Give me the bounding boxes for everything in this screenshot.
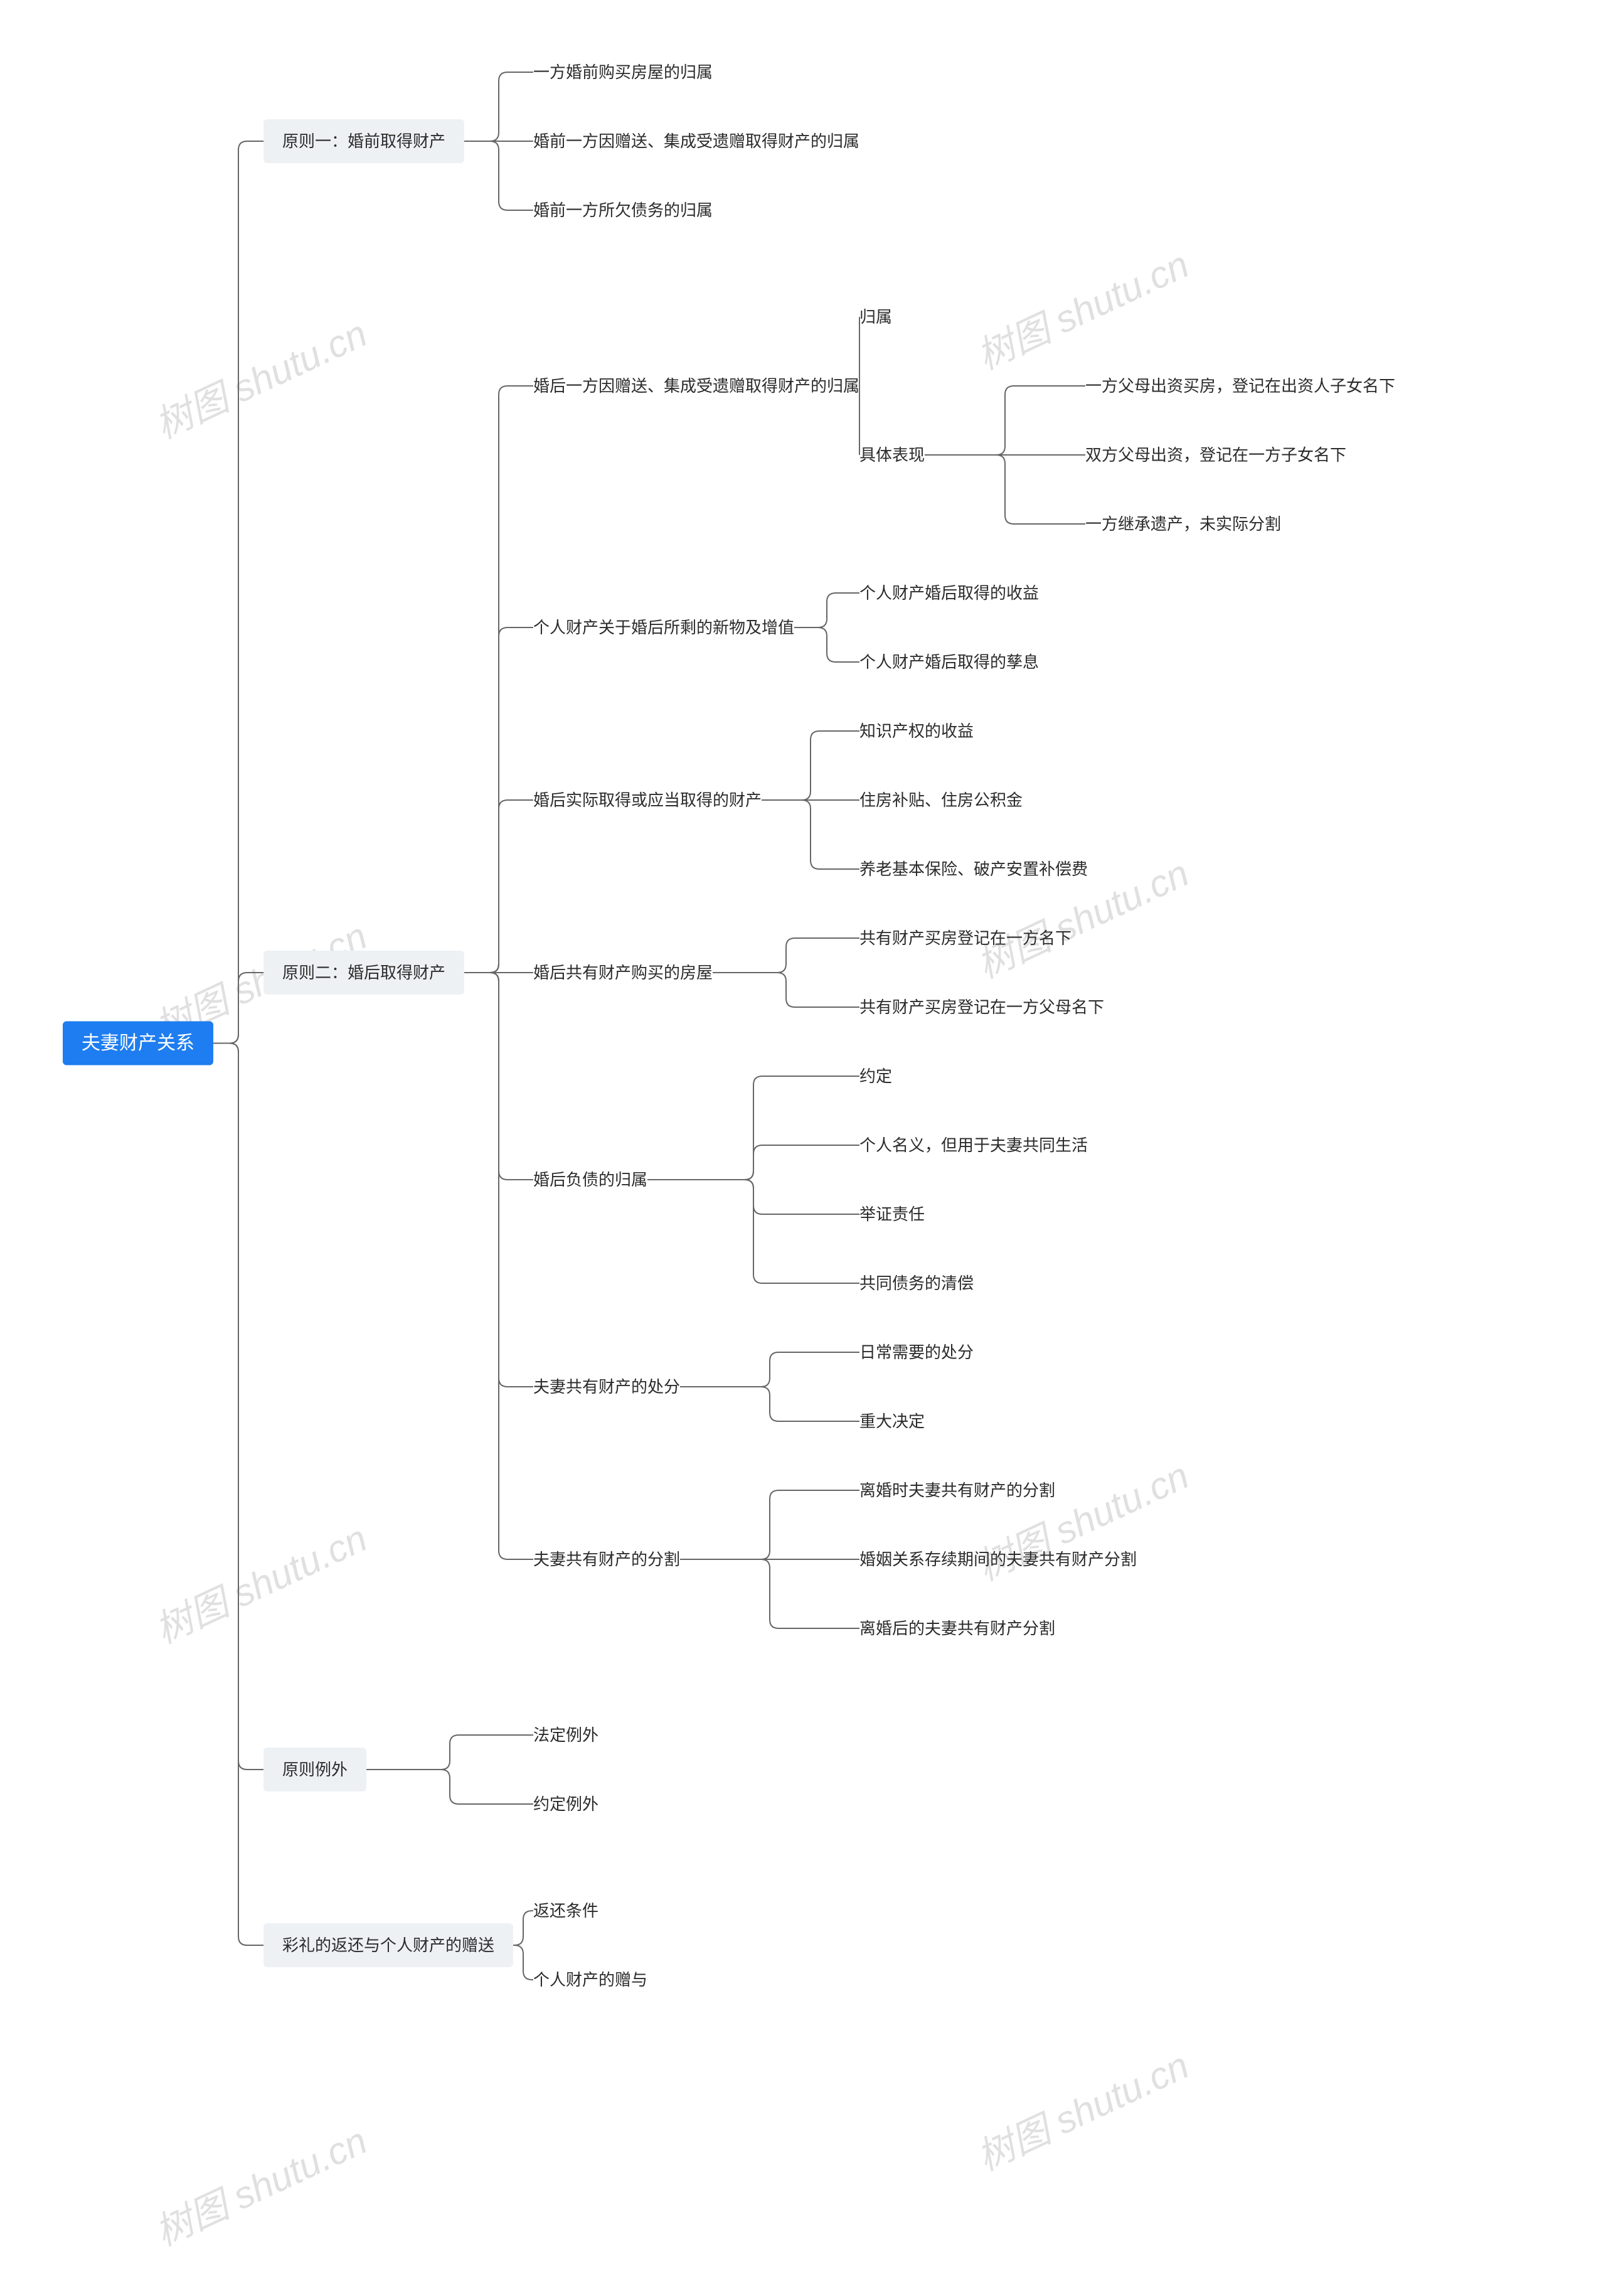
leaf-label: 共同债务的清偿 <box>859 1274 974 1293</box>
leaf-label: 个人财产婚后取得的收益 <box>859 584 1039 602</box>
node-p2-3-3: 养老基本保险、破产安置补偿费 <box>859 860 1088 878</box>
leaf-label: 约定例外 <box>533 1795 598 1813</box>
leaf-label: 共有财产买房登记在一方父母名下 <box>859 998 1104 1017</box>
node-p2-6-2: 重大决定 <box>859 1412 925 1431</box>
node-p2: 原则二：婚后取得财产 <box>263 951 464 995</box>
node-p2-6: 夫妻共有财产的处分 <box>533 1377 680 1396</box>
node-p2-3: 婚后实际取得或应当取得的财产 <box>533 791 762 809</box>
node-p4-1: 返还条件 <box>533 1901 598 1920</box>
leaf-label: 婚前一方因赠送、集成受遗赠取得财产的归属 <box>533 132 859 151</box>
leaf-label: 夫妻共有财产的分割 <box>533 1550 680 1569</box>
leaf-label: 婚前一方所欠债务的归属 <box>533 201 713 220</box>
leaf-label: 离婚后的夫妻共有财产分割 <box>859 1619 1055 1638</box>
leaf-label: 个人财产关于婚后所剩的新物及增值 <box>533 618 794 637</box>
node-p2-3-1: 知识产权的收益 <box>859 722 974 740</box>
leaf-label: 具体表现 <box>859 446 925 464</box>
leaf-label: 婚后一方因赠送、集成受遗赠取得财产的归属 <box>533 376 859 395</box>
node-p3-1: 法定例外 <box>533 1726 598 1744</box>
leaf-label: 婚姻关系存续期间的夫妻共有财产分割 <box>859 1550 1137 1569</box>
node-p2-1-2: 具体表现 <box>859 446 925 464</box>
node-p2-2: 个人财产关于婚后所剩的新物及增值 <box>533 618 794 637</box>
leaf-label: 婚后实际取得或应当取得的财产 <box>533 791 762 809</box>
leaf-label: 一方婚前购买房屋的归属 <box>533 63 713 82</box>
node-p2-4-2: 共有财产买房登记在一方父母名下 <box>859 998 1104 1017</box>
leaf-label: 养老基本保险、破产安置补偿费 <box>859 860 1088 878</box>
node-p2-5-3: 举证责任 <box>859 1205 925 1224</box>
leaf-label: 个人财产的赠与 <box>533 1970 647 1989</box>
leaf-label: 婚后共有财产购买的房屋 <box>533 963 713 982</box>
leaf-label: 个人财产婚后取得的孳息 <box>859 653 1039 671</box>
node-p1: 原则一：婚前取得财产 <box>263 119 464 163</box>
sub-label: 原则例外 <box>282 1760 348 1779</box>
leaf-label: 知识产权的收益 <box>859 722 974 740</box>
node-root: 夫妻财产关系 <box>63 1022 213 1065</box>
node-p1-2: 婚前一方因赠送、集成受遗赠取得财产的归属 <box>533 132 859 151</box>
leaf-label: 住房补贴、住房公积金 <box>859 791 1023 809</box>
sub-label: 彩礼的返还与个人财产的赠送 <box>282 1936 494 1955</box>
node-p2-4: 婚后共有财产购买的房屋 <box>533 963 713 982</box>
node-p2-4-1: 共有财产买房登记在一方名下 <box>859 929 1072 948</box>
node-p2-1-2-1: 一方父母出资买房，登记在出资人子女名下 <box>1085 376 1395 395</box>
node-p2-6-1: 日常需要的处分 <box>859 1343 974 1362</box>
node-p2-7-1: 离婚时夫妻共有财产的分割 <box>859 1481 1055 1500</box>
leaf-label: 婚后负债的归属 <box>533 1170 647 1189</box>
node-p4-2: 个人财产的赠与 <box>533 1970 647 1989</box>
leaf-label: 举证责任 <box>859 1205 925 1224</box>
mindmap-container: 树图 shutu.cn树图 shutu.cn树图 shutu.cn树图 shut… <box>0 0 1606 2296</box>
sub-label: 原则二：婚后取得财产 <box>282 963 445 982</box>
node-p2-1-2-2: 双方父母出资，登记在一方子女名下 <box>1085 446 1346 464</box>
node-p2-5-4: 共同债务的清偿 <box>859 1274 974 1293</box>
leaf-label: 日常需要的处分 <box>859 1343 974 1362</box>
leaf-label: 法定例外 <box>533 1726 598 1744</box>
root-label: 夫妻财产关系 <box>82 1033 194 1054</box>
node-p1-3: 婚前一方所欠债务的归属 <box>533 201 713 220</box>
node-p1-1: 一方婚前购买房屋的归属 <box>533 63 713 82</box>
sub-label: 原则一：婚前取得财产 <box>282 132 445 151</box>
node-p2-2-1: 个人财产婚后取得的收益 <box>859 584 1039 602</box>
leaf-label: 重大决定 <box>859 1412 925 1431</box>
leaf-label: 归属 <box>859 307 892 326</box>
node-p2-1: 婚后一方因赠送、集成受遗赠取得财产的归属 <box>533 376 859 395</box>
leaf-label: 双方父母出资，登记在一方子女名下 <box>1085 446 1346 464</box>
leaf-label: 一方继承遗产，未实际分割 <box>1085 515 1281 533</box>
leaf-label: 离婚时夫妻共有财产的分割 <box>859 1481 1055 1500</box>
node-p3-2: 约定例外 <box>533 1795 598 1813</box>
node-p2-5-1: 约定 <box>859 1067 892 1086</box>
leaf-label: 夫妻共有财产的处分 <box>533 1377 680 1396</box>
node-p2-2-2: 个人财产婚后取得的孳息 <box>859 653 1039 671</box>
leaf-label: 返还条件 <box>533 1901 598 1920</box>
node-p2-1-2-3: 一方继承遗产，未实际分割 <box>1085 515 1281 533</box>
node-p4: 彩礼的返还与个人财产的赠送 <box>263 1923 513 1967</box>
node-p2-5-2: 个人名义，但用于夫妻共同生活 <box>859 1136 1088 1155</box>
node-p2-3-2: 住房补贴、住房公积金 <box>859 791 1023 809</box>
leaf-label: 共有财产买房登记在一方名下 <box>859 929 1072 948</box>
node-p2-1-1: 归属 <box>859 307 892 326</box>
leaf-label: 约定 <box>859 1067 892 1086</box>
leaf-label: 个人名义，但用于夫妻共同生活 <box>859 1136 1088 1155</box>
node-p2-5: 婚后负债的归属 <box>533 1170 647 1189</box>
leaf-label: 一方父母出资买房，登记在出资人子女名下 <box>1085 376 1395 395</box>
node-p2-7-2: 婚姻关系存续期间的夫妻共有财产分割 <box>859 1550 1137 1569</box>
mindmap-svg: 树图 shutu.cn树图 shutu.cn树图 shutu.cn树图 shut… <box>0 0 1606 2296</box>
node-p3: 原则例外 <box>263 1748 366 1791</box>
node-p2-7-3: 离婚后的夫妻共有财产分割 <box>859 1619 1055 1638</box>
node-p2-7: 夫妻共有财产的分割 <box>533 1550 680 1569</box>
